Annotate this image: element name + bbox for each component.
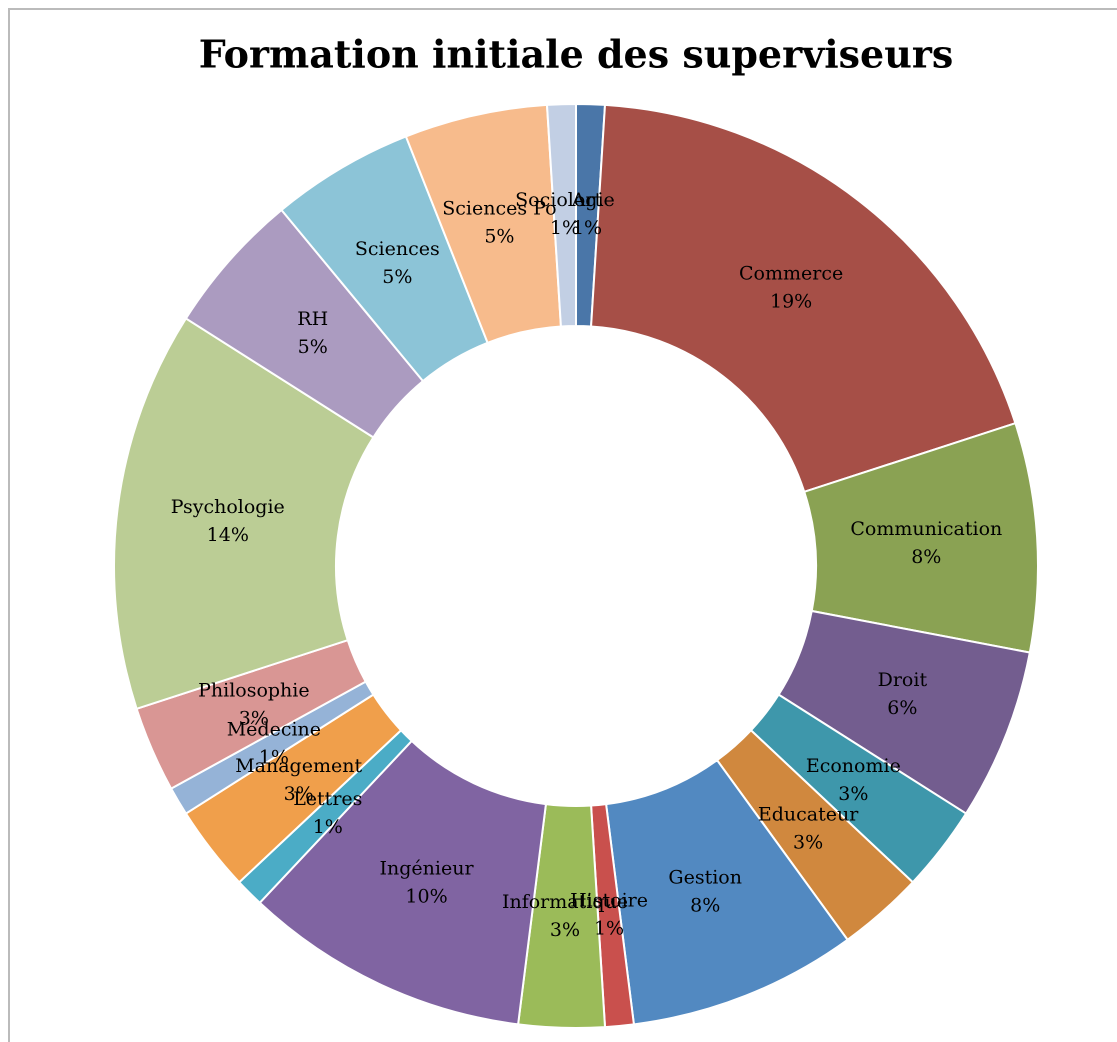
slice-category-label: Gestion xyxy=(668,866,742,888)
slice-value-label: 3% xyxy=(550,919,580,941)
slice-value-label: 3% xyxy=(793,831,823,853)
slice-category-label: Management xyxy=(235,755,362,777)
slice-value-label: 1% xyxy=(594,917,624,939)
slice-value-label: 10% xyxy=(405,886,447,908)
slice-category-label: RH xyxy=(297,308,328,330)
slice-category-label: Philosophie xyxy=(198,679,310,701)
slice-category-label: Art xyxy=(571,189,603,211)
slice-value-label: 6% xyxy=(887,697,917,719)
slice-value-label: 19% xyxy=(770,291,812,313)
slice-category-label: Ingénieur xyxy=(380,858,475,880)
slice-category-label: Histoire xyxy=(570,889,648,911)
slice-category-label: Lettres xyxy=(293,788,362,810)
donut-slice xyxy=(590,103,1017,494)
slice-category-label: Psychologie xyxy=(171,496,285,518)
slice-value-label: 8% xyxy=(911,546,941,568)
slice-category-label: Educateur xyxy=(758,803,859,825)
slice-category-label: Médecine xyxy=(227,719,321,741)
slice-category-label: Sciences xyxy=(355,238,440,260)
slice-category-label: Droit xyxy=(878,669,928,691)
chart-title: Formation initiale des superviseurs xyxy=(199,32,954,77)
slice-value-label: 1% xyxy=(313,816,343,838)
slice-category-label: Economie xyxy=(806,755,901,777)
donut-slice xyxy=(545,102,577,328)
slice-value-label: 3% xyxy=(284,783,314,805)
slice-category-label: Communication xyxy=(850,518,1002,540)
slice-value-label: 14% xyxy=(207,524,249,546)
donut-slice xyxy=(113,317,375,711)
slice-value-label: 5% xyxy=(382,266,412,288)
slice-value-label: 5% xyxy=(484,225,514,247)
slice-value-label: 8% xyxy=(690,894,720,916)
frame xyxy=(8,8,1117,1042)
slice-value-label: 3% xyxy=(838,783,868,805)
donut-slice xyxy=(258,739,548,1026)
slice-value-label: 1% xyxy=(572,217,602,239)
slice-category-label: Sciences Po xyxy=(442,197,556,219)
slice-category-label: Commerce xyxy=(739,263,843,285)
slice-category-label: Informatique xyxy=(502,891,628,913)
slice-category-label: Sociologie xyxy=(515,189,615,211)
slice-value-label: 1% xyxy=(550,217,580,239)
slice-value-label: 5% xyxy=(298,336,328,358)
slice-value-label: 1% xyxy=(259,747,289,769)
slice-value-label: 3% xyxy=(239,707,269,729)
